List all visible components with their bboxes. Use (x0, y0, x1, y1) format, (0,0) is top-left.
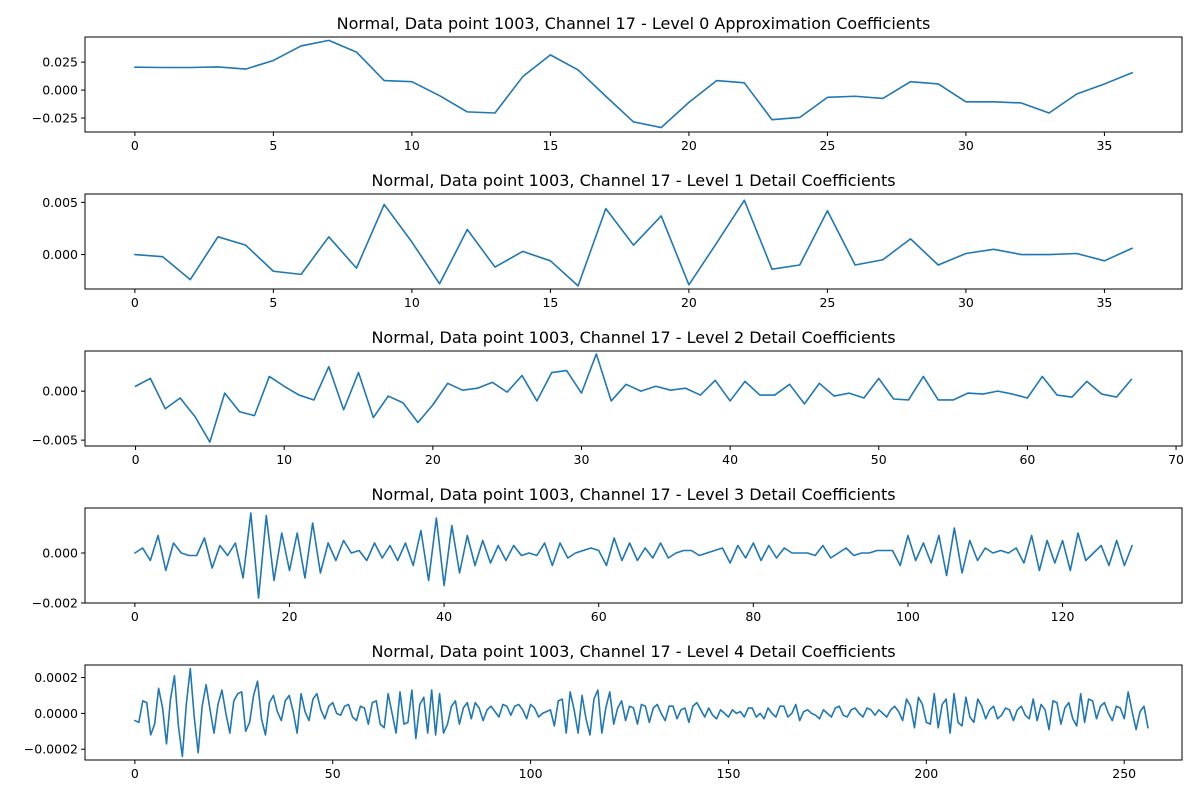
subplot-1: Normal, Data point 1003, Channel 17 - Le… (42, 171, 1183, 310)
y-tick-label: −0.0002 (24, 742, 78, 757)
x-tick-label: 30 (958, 138, 974, 153)
y-tick-label: 0.0002 (34, 670, 78, 685)
x-tick-label: 5 (269, 295, 277, 310)
x-tick-label: 60 (591, 609, 607, 624)
x-tick-label: 35 (1096, 138, 1112, 153)
x-tick-label: 30 (958, 295, 974, 310)
x-tick-label: 40 (436, 609, 452, 624)
plot-area (84, 36, 1183, 133)
x-tick-label: 15 (542, 295, 558, 310)
series-line-0 (134, 512, 1133, 599)
x-tick-label: 60 (1019, 452, 1035, 467)
plot-area (84, 350, 1183, 447)
subplot-title: Normal, Data point 1003, Channel 17 - Le… (371, 328, 895, 347)
x-tick-label: 150 (717, 766, 741, 781)
plot-area (84, 664, 1183, 761)
x-tick-label: 20 (425, 452, 441, 467)
x-tick-label: 0 (131, 138, 139, 153)
x-tick-label: 80 (745, 609, 761, 624)
x-tick-label: 120 (1051, 609, 1075, 624)
y-tick-label: 0.005 (42, 195, 78, 210)
x-tick-label: 35 (1096, 295, 1112, 310)
x-tick-label: 20 (282, 609, 298, 624)
y-tick-label: 0.0000 (34, 706, 78, 721)
y-tick-label: −0.002 (32, 596, 78, 611)
x-tick-label: 15 (542, 138, 558, 153)
y-tick-label: 0.025 (42, 55, 78, 70)
y-tick-label: −0.025 (32, 111, 78, 126)
x-tick-label: 10 (404, 138, 420, 153)
x-tick-label: 10 (404, 295, 420, 310)
x-tick-label: 25 (819, 295, 835, 310)
x-tick-label: 0 (131, 295, 139, 310)
x-tick-label: 100 (896, 609, 920, 624)
x-tick-label: 0 (132, 452, 140, 467)
subplot-title: Normal, Data point 1003, Channel 17 - Le… (337, 14, 931, 33)
subplot-2: Normal, Data point 1003, Channel 17 - Le… (32, 328, 1184, 467)
x-tick-label: 30 (574, 452, 590, 467)
x-tick-label: 20 (681, 138, 697, 153)
subplot-0: Normal, Data point 1003, Channel 17 - Le… (32, 14, 1183, 153)
x-tick-label: 50 (325, 766, 341, 781)
subplot-3: Normal, Data point 1003, Channel 17 - Le… (32, 485, 1183, 624)
x-tick-label: 100 (519, 766, 543, 781)
y-tick-label: 0.000 (42, 83, 78, 98)
y-tick-label: −0.005 (32, 433, 78, 448)
y-tick-label: 0.000 (42, 546, 78, 561)
series-line-0 (134, 39, 1133, 129)
x-tick-label: 5 (269, 138, 277, 153)
subplot-title: Normal, Data point 1003, Channel 17 - Le… (371, 171, 895, 190)
x-tick-label: 0 (131, 609, 139, 624)
x-tick-label: 200 (914, 766, 938, 781)
subplot-title: Normal, Data point 1003, Channel 17 - Le… (371, 485, 895, 504)
x-tick-label: 50 (871, 452, 887, 467)
x-tick-label: 40 (722, 452, 738, 467)
series-line-0 (134, 199, 1133, 287)
subplot-4: Normal, Data point 1003, Channel 17 - Le… (24, 642, 1183, 781)
series-line-0 (134, 353, 1133, 443)
x-tick-label: 0 (131, 766, 139, 781)
plot-area (84, 193, 1183, 290)
x-tick-label: 250 (1112, 766, 1136, 781)
series-line-0 (134, 667, 1149, 758)
y-tick-label: 0.000 (42, 247, 78, 262)
x-tick-label: 25 (819, 138, 835, 153)
subplot-title: Normal, Data point 1003, Channel 17 - Le… (371, 642, 895, 661)
y-tick-label: 0.000 (42, 384, 78, 399)
x-tick-label: 10 (276, 452, 292, 467)
x-tick-label: 70 (1168, 452, 1184, 467)
x-tick-label: 20 (681, 295, 697, 310)
